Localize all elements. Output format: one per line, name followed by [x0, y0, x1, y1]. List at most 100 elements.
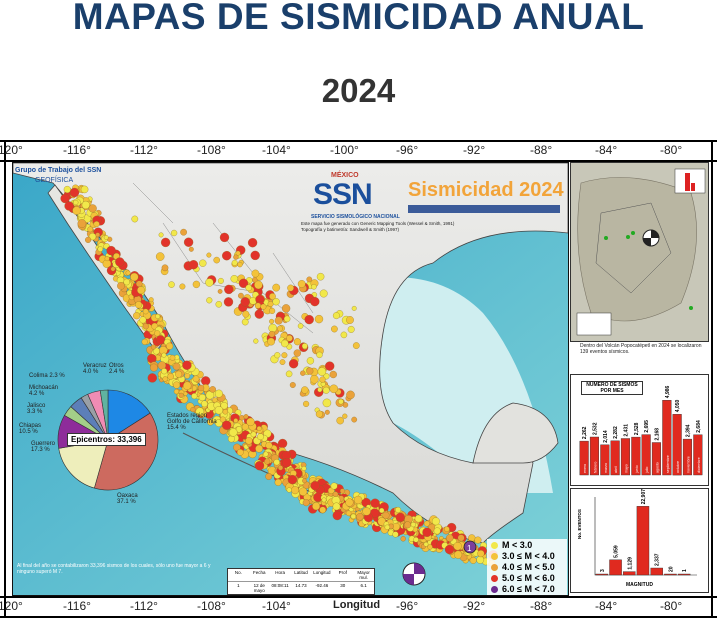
epicenter-dot: [131, 215, 139, 223]
legend-swatch: [491, 552, 498, 560]
month-category-label: febrero: [594, 462, 598, 473]
table-cell: 12 de mayo: [253, 583, 265, 593]
magnitude-bar-chart: 3 5,059 1,129 22,907 2,337 20 1 No. EVENTOS MAGN…: [577, 489, 697, 588]
epicenter-dot: [298, 487, 308, 496]
pie-label-otros: Otros 2.4 %: [109, 363, 125, 375]
magnitude-bar: [609, 559, 622, 576]
longitude-tick: -116°: [63, 143, 91, 157]
table-header-cell: Mayor mul.: [357, 570, 370, 580]
month-category-label: diciembre: [697, 457, 701, 473]
epicenter-dot: [281, 339, 289, 348]
epicenter-dot: [382, 511, 390, 519]
epicenter-dot: [273, 459, 280, 466]
epicenter-dot: [60, 193, 70, 204]
longitude-tick: -112°: [130, 599, 158, 613]
epicenter-dot: [329, 370, 337, 379]
epicenter-dot: [135, 301, 143, 309]
epicenter-dot: [268, 330, 276, 338]
magnitude-value-label: 1: [682, 569, 688, 572]
credit-line-2: Topografía y batimetría: Sandwell & Smit…: [301, 227, 400, 232]
monthly-chart-panel: NÚMERO DE SISMOS POR MES 2,262 enero 2,532…: [570, 374, 709, 486]
epicenter-dot: [453, 542, 462, 551]
month-bar: [662, 400, 672, 476]
epicenter-dot: [72, 206, 81, 215]
epicenter-dot: [206, 297, 213, 304]
epicenter-dot: [285, 370, 293, 378]
monthly-chart-title: NÚMERO DE SISMOS POR MES: [581, 381, 643, 395]
epicenter-dot: [272, 283, 281, 292]
pie-label-oaxaca: Oaxaca 37.1 %: [117, 493, 138, 505]
epicenter-dot: [260, 303, 267, 310]
epicenter-dot: [222, 251, 232, 261]
month-category-label: agosto: [656, 462, 660, 473]
pie-slice: [58, 439, 109, 489]
epicenter-dot: [297, 323, 304, 329]
epicenter-dot: [188, 260, 199, 270]
magnitude-value-label: 22,907: [641, 489, 647, 504]
month-bar: [631, 436, 641, 476]
largest-event-marker: [463, 540, 477, 554]
focal-mechanism-icon: [402, 562, 426, 586]
pie-label-michoacan: Michoacán 4.2 %: [29, 385, 59, 397]
epicenter-dot: [169, 354, 176, 361]
largest-event-number: 1: [467, 544, 472, 553]
epicenter-dot: [319, 376, 326, 383]
epicenter-dot: [263, 451, 269, 457]
sismicidad-banner: Sismicidad 2024: [408, 179, 564, 201]
epicenter-dot: [301, 466, 307, 471]
epicenter-dot: [64, 201, 74, 211]
month-category-label: marzo: [604, 463, 608, 473]
month-bar: [620, 438, 630, 476]
epicenter-dot: [329, 384, 339, 394]
epicenter-dot: [142, 308, 149, 315]
longitude-tick: -112°: [130, 143, 158, 157]
epicenter-dot: [277, 465, 284, 471]
month-category-label: julio: [645, 467, 649, 474]
magnitude-value-label: 5,059: [614, 545, 620, 558]
magnitude-value-label: 1,129: [627, 557, 633, 570]
epicenter-dot: [133, 312, 141, 320]
month-category-label: enero: [583, 464, 587, 473]
epicenter-dot: [253, 338, 259, 344]
epicenter-dot: [160, 237, 171, 248]
epicenter-dot: [254, 309, 264, 319]
epicenter-dot: [245, 284, 252, 292]
year-title: 2024: [321, 72, 396, 109]
epicenter-dot: [155, 252, 165, 261]
epicenter-dot: [356, 513, 364, 521]
epicenter-dot: [351, 305, 357, 311]
epicenter-dot: [235, 426, 243, 433]
magnitude-ylabel: No. EVENTOS: [577, 509, 582, 539]
longitude-tick: -108°: [197, 599, 226, 613]
table-cell: 30: [340, 583, 346, 588]
epicenter-dot: [201, 400, 208, 408]
longitude-tick: -104°: [262, 599, 291, 613]
epicenter-dot: [321, 497, 327, 503]
legend-label: 4.0 ≤ M < 5.0: [502, 562, 555, 572]
epicenter-dot: [315, 410, 323, 418]
table-header-cell: No.: [234, 570, 242, 575]
epicenter-dot: [267, 337, 275, 346]
epicenter-dot: [192, 280, 201, 289]
epicenter-dot: [148, 297, 154, 303]
popocatepetl-inset: [570, 162, 709, 342]
epicenter-dot: [302, 499, 310, 507]
epicenter-dot: [286, 334, 293, 342]
table-cell: 1: [237, 583, 240, 588]
epicenter-dot: [316, 272, 325, 281]
epicenter-dot: [301, 386, 309, 394]
epicenter-dot: [190, 407, 196, 413]
epicenter-dot: [454, 550, 463, 559]
month-bar: [610, 440, 620, 476]
epicenter-dot: [110, 266, 116, 272]
epicenter-dot: [201, 376, 211, 386]
epicenter-dot: [306, 367, 314, 375]
epicenter-dot: [184, 373, 191, 379]
epicenter-dot: [340, 331, 348, 339]
epicenter-dot: [63, 185, 71, 194]
longitude-tick: -80°: [660, 143, 683, 157]
social-bar: [408, 205, 560, 213]
epicenter-dot: [88, 204, 97, 213]
yucatan: [472, 402, 559, 464]
pie-center-label: Epicentros: 33,396: [67, 433, 146, 446]
